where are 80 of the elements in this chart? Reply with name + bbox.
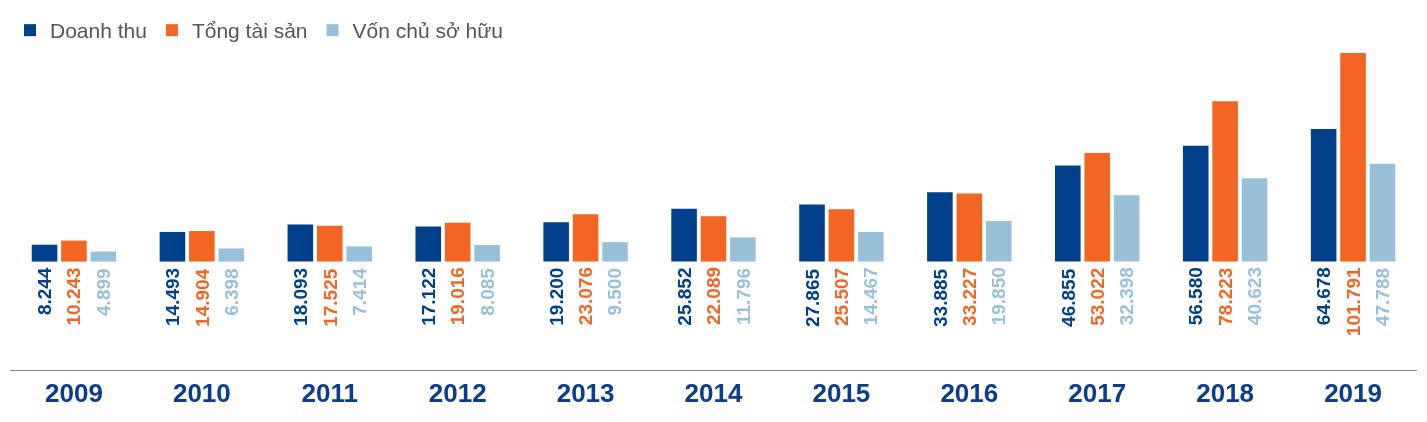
bar <box>956 193 983 262</box>
legend-label: Vốn chủ sở hữu <box>352 19 503 43</box>
bar <box>1340 53 1366 262</box>
data-label: 14.904 <box>191 268 213 327</box>
x-tick-label: 2011 <box>301 378 358 409</box>
data-label: 10.243 <box>63 267 85 326</box>
data-label: 4.899 <box>92 268 114 316</box>
x-tick-label: 2017 <box>1068 378 1127 409</box>
data-label: 14.467 <box>860 267 882 326</box>
data-label: 47.788 <box>1371 267 1393 327</box>
data-label: 40.623 <box>1243 267 1265 326</box>
data-label: 25.507 <box>830 267 852 326</box>
bar <box>159 231 186 262</box>
data-label: 17.122 <box>417 267 439 326</box>
bar <box>415 226 442 262</box>
data-label: 64.678 <box>1313 267 1335 326</box>
bar <box>671 208 697 262</box>
data-label: 7.414 <box>348 267 370 316</box>
x-tick-label: 2019 <box>1324 378 1382 409</box>
x-tick-label: 2018 <box>1196 378 1255 409</box>
bar <box>543 222 569 262</box>
bar <box>1369 163 1396 262</box>
data-label: 8.244 <box>33 267 55 316</box>
bar <box>316 225 343 262</box>
bar <box>474 245 500 262</box>
legend-label: Doanh thu <box>50 19 147 43</box>
data-label: 101.791 <box>1342 267 1364 337</box>
bar <box>61 240 87 262</box>
bar <box>31 244 58 262</box>
bar <box>927 192 953 262</box>
bar <box>1310 129 1337 262</box>
data-label: 14.493 <box>161 267 183 327</box>
bar <box>985 220 1012 262</box>
data-label: 18.093 <box>289 267 311 326</box>
bar <box>189 231 215 262</box>
bar <box>828 209 855 262</box>
bar <box>1241 178 1268 262</box>
data-label: 33.885 <box>929 268 951 327</box>
data-label: 32.398 <box>1116 267 1138 326</box>
x-tick-label: 2010 <box>172 378 231 409</box>
bar <box>287 224 314 262</box>
legend-label: Tổng tài sản <box>191 19 308 43</box>
data-label: 19.016 <box>447 267 469 326</box>
bar <box>444 222 471 262</box>
bar <box>1182 145 1209 262</box>
data-label: 46.855 <box>1057 268 1079 327</box>
x-tick-label: 2015 <box>812 378 871 409</box>
data-label: 6.398 <box>220 268 242 316</box>
data-label: 23.076 <box>575 267 597 326</box>
x-tick-label: 2014 <box>684 378 743 409</box>
bar <box>1055 165 1081 262</box>
data-label: 19.850 <box>988 267 1010 326</box>
bar <box>700 216 727 262</box>
bar <box>799 204 825 262</box>
data-label: 9.500 <box>604 268 626 316</box>
bar <box>90 251 117 262</box>
x-tick-label: 2013 <box>556 378 615 409</box>
data-label: 11.796 <box>732 267 754 325</box>
x-tick-label: 2016 <box>940 378 999 409</box>
data-label: 22.089 <box>702 266 724 326</box>
bar <box>730 237 756 262</box>
bar <box>346 246 372 262</box>
bar <box>1113 195 1140 262</box>
data-label: 17.525 <box>319 268 341 327</box>
x-tick-label: 2012 <box>428 378 487 409</box>
data-label: 53.022 <box>1086 267 1108 326</box>
data-label: 8.085 <box>476 267 498 316</box>
bar <box>218 248 245 262</box>
bar <box>1212 101 1238 262</box>
data-label: 27.865 <box>801 268 823 328</box>
data-label: 78.223 <box>1214 267 1236 326</box>
data-label: 25.852 <box>673 267 695 326</box>
data-label: 33.227 <box>958 267 980 326</box>
bar <box>602 242 628 262</box>
data-label: 56.580 <box>1185 267 1207 326</box>
bar <box>858 231 884 262</box>
bar <box>572 214 599 262</box>
data-label: 19.200 <box>545 267 567 326</box>
x-tick-label: 2009 <box>45 378 103 409</box>
bar <box>1084 152 1111 262</box>
